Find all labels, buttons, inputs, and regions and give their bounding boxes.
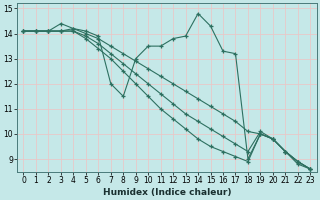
X-axis label: Humidex (Indice chaleur): Humidex (Indice chaleur) bbox=[103, 188, 231, 197]
